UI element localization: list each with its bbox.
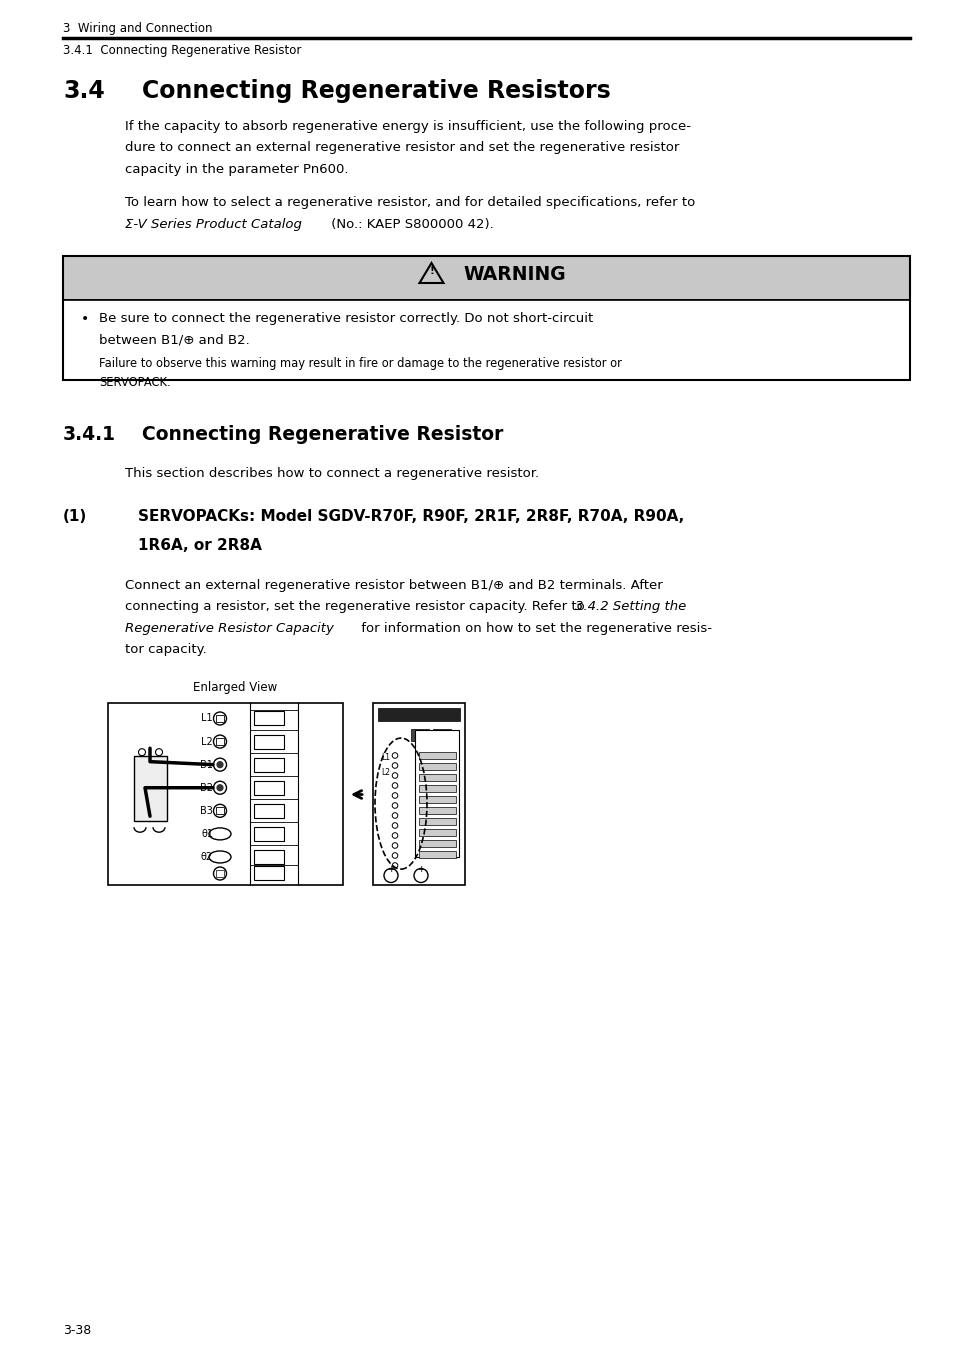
Bar [418,775,456,781]
Text: SERVOPACK.: SERVOPACK. [99,376,171,389]
Bar [253,711,284,726]
Bar [418,796,456,803]
Bar [216,715,223,722]
Bar [133,756,167,821]
Text: L1: L1 [380,753,390,763]
Text: between B1/⊕ and B2.: between B1/⊕ and B2. [99,334,250,346]
Bar [253,827,284,841]
Text: 3  Wiring and Connection: 3 Wiring and Connection [63,22,213,35]
Text: 3.4.1  Connecting Regenerative Resistor: 3.4.1 Connecting Regenerative Resistor [63,45,301,57]
Text: +: + [416,865,424,873]
Bar [418,841,456,846]
Bar [377,708,459,722]
Bar [63,256,909,300]
Bar [63,300,909,380]
Text: Connecting Regenerative Resistor: Connecting Regenerative Resistor [142,425,503,443]
Text: Failure to observe this warning may result in fire or damage to the regenerative: Failure to observe this warning may resu… [99,357,621,370]
Circle shape [217,761,223,768]
Text: B3: B3 [200,806,213,815]
Text: Enlarged View: Enlarged View [193,681,276,695]
Text: 1R6A, or 2R8A: 1R6A, or 2R8A [138,538,262,553]
Bar [418,786,456,792]
Bar [253,804,284,818]
Text: (No.: KAEP S800000 42).: (No.: KAEP S800000 42). [327,218,494,231]
Text: L1: L1 [201,714,213,723]
Bar [418,753,456,758]
Bar [418,852,456,859]
Text: tor capacity.: tor capacity. [125,644,207,657]
Bar [253,734,284,749]
Bar [433,730,451,741]
Bar [418,830,456,836]
Bar [253,780,284,795]
Text: If the capacity to absorb regenerative energy is insufficient, use the following: If the capacity to absorb regenerative e… [125,120,690,132]
Text: capacity in the parameter Pn600.: capacity in the parameter Pn600. [125,164,348,176]
Bar [415,730,458,857]
Bar [216,807,223,814]
Text: L2: L2 [201,737,213,746]
Text: •: • [81,312,90,326]
Bar [216,738,223,745]
Bar [63,256,909,380]
Text: θ1: θ1 [201,829,213,838]
Text: To learn how to select a regenerative resistor, and for detailed specifications,: To learn how to select a regenerative re… [125,196,695,210]
Circle shape [217,784,223,791]
Text: WARNING: WARNING [463,265,565,284]
Text: Σ-V Series Product Catalog: Σ-V Series Product Catalog [125,218,301,231]
Text: for information on how to set the regenerative resis-: for information on how to set the regene… [356,622,711,635]
Text: θ2: θ2 [201,852,213,863]
Bar [411,730,429,741]
Text: B1: B1 [200,760,213,769]
Bar [253,867,284,880]
Bar [108,703,343,886]
Bar [253,850,284,864]
Text: Connect an external regenerative resistor between B1/⊕ and B2 terminals. After: Connect an external regenerative resisto… [125,579,662,592]
Text: Regenerative Resistor Capacity: Regenerative Resistor Capacity [125,622,334,635]
Text: SERVOPACKs: Model SGDV-R70F, R90F, 2R1F, 2R8F, R70A, R90A,: SERVOPACKs: Model SGDV-R70F, R90F, 2R1F,… [138,508,683,525]
Text: connecting a resistor, set the regenerative resistor capacity. Refer to: connecting a resistor, set the regenerat… [125,600,588,614]
Bar [418,764,456,771]
Text: 3.4.1: 3.4.1 [63,425,116,443]
Text: This section describes how to connect a regenerative resistor.: This section describes how to connect a … [125,466,538,480]
Bar [216,869,223,877]
Bar [373,703,464,886]
Text: (1): (1) [63,508,87,525]
Bar [253,757,284,772]
Text: 3-38: 3-38 [63,1324,91,1337]
Text: L2: L2 [380,768,390,777]
Text: +: + [387,865,395,873]
Text: 3.4.2 Setting the: 3.4.2 Setting the [575,600,685,614]
Text: Be sure to connect the regenerative resistor correctly. Do not short-circuit: Be sure to connect the regenerative resi… [99,312,593,324]
Text: dure to connect an external regenerative resistor and set the regenerative resis: dure to connect an external regenerative… [125,142,679,154]
Bar [418,807,456,814]
Text: Connecting Regenerative Resistors: Connecting Regenerative Resistors [142,78,610,103]
Text: 3.4: 3.4 [63,78,105,103]
Bar [418,818,456,825]
Text: B2: B2 [200,783,213,792]
Text: !: ! [429,266,434,276]
